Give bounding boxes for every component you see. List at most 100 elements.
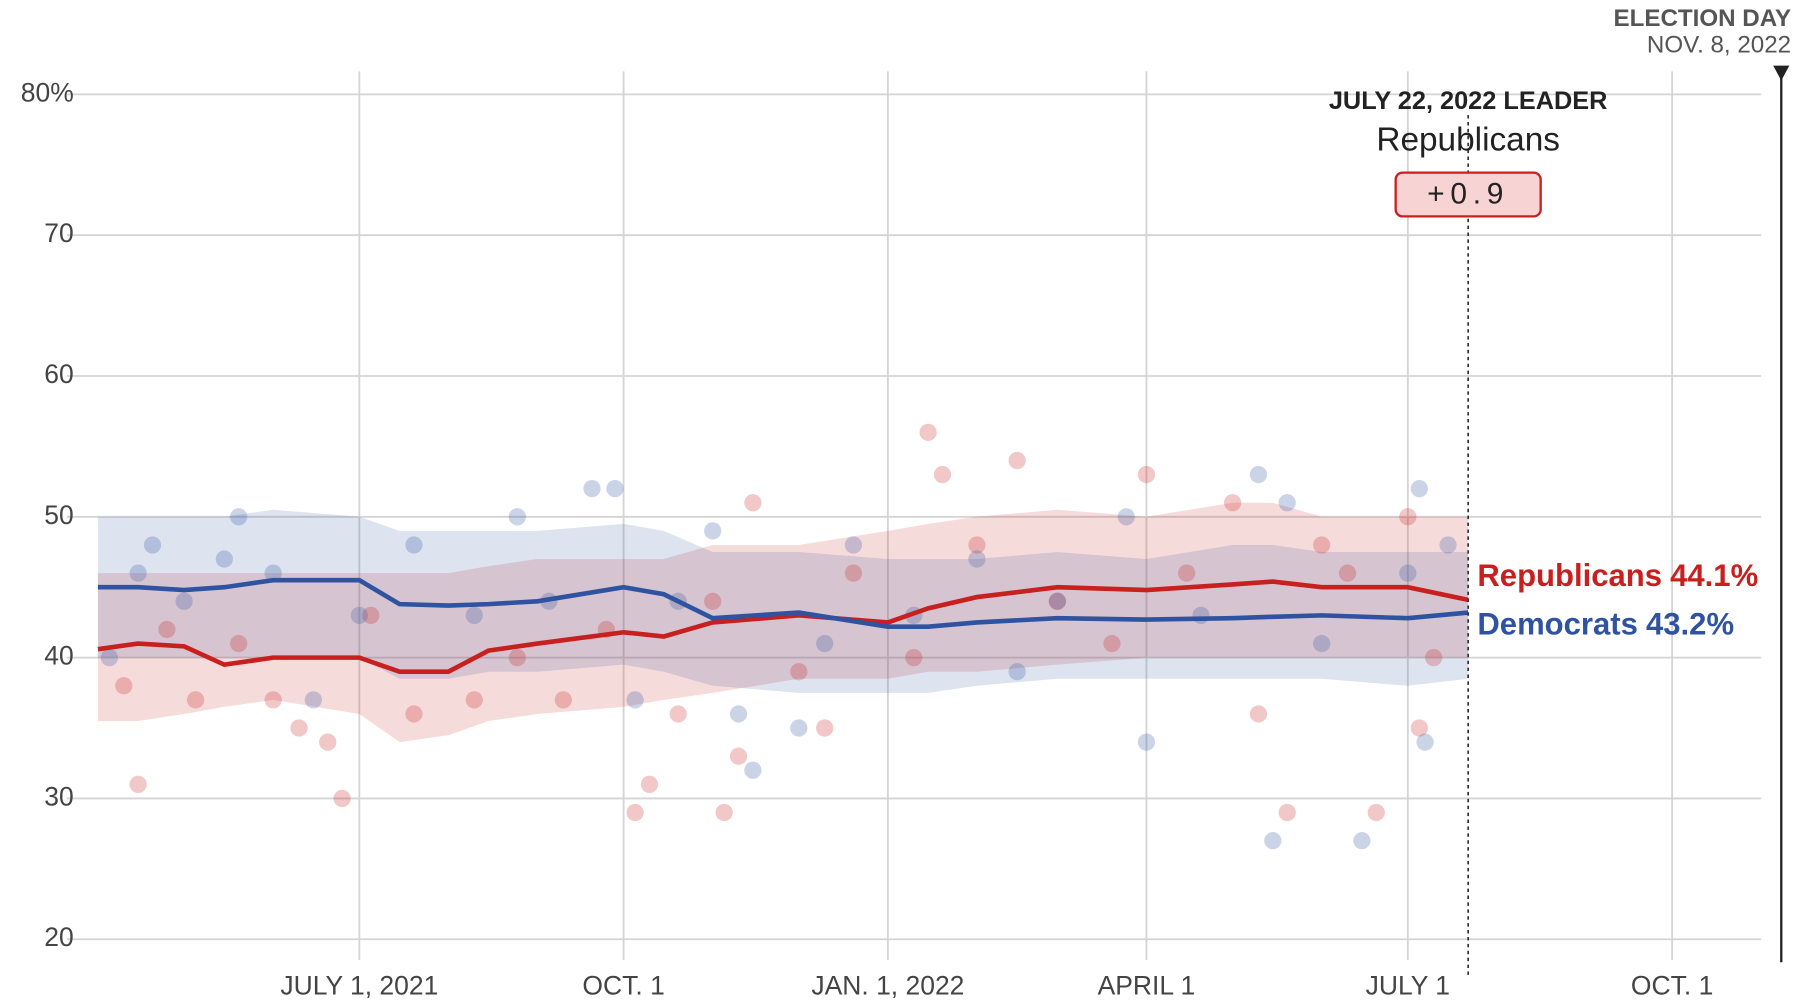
poll-dot: [919, 423, 937, 441]
poll-dot: [465, 691, 483, 709]
poll-dot: [606, 480, 624, 498]
poll-dot: [715, 803, 733, 822]
poll-dot: [304, 691, 323, 709]
poll-dot: [1048, 592, 1067, 610]
poll-dot: [1137, 733, 1156, 751]
series-end-value: 43.2%: [1646, 607, 1734, 642]
poll-dot: [704, 592, 722, 610]
poll-dot: [405, 536, 423, 554]
poll-dot: [1103, 634, 1121, 653]
poll-dot: [1117, 508, 1135, 526]
poll-dot: [1192, 606, 1210, 625]
poll-dot: [1416, 733, 1434, 751]
leader-heading: JULY 22, 2022 LEADER: [1329, 87, 1608, 115]
x-tick-label: OCT. 1: [1631, 971, 1713, 1001]
poll-dot: [1137, 465, 1156, 484]
bands: [97, 502, 1469, 743]
end-label: Democrats 43.2%: [1477, 607, 1734, 642]
poll-dot: [264, 564, 282, 582]
poll-dot: [1410, 719, 1428, 737]
poll-dot: [186, 691, 205, 709]
poll-dot: [158, 620, 176, 639]
poll-dot: [583, 480, 601, 498]
x-tick-label: APRIL 1: [1098, 971, 1196, 1001]
poll-dot: [844, 564, 863, 582]
series-name: Democrats: [1477, 607, 1638, 642]
x-tick-label: OCT. 1: [582, 971, 664, 1001]
poll-dot: [230, 634, 248, 653]
poll-dot: [1249, 465, 1268, 484]
poll-dot: [729, 747, 748, 765]
poll-dot: [508, 648, 526, 667]
poll-dot: [319, 733, 337, 751]
poll-dot: [405, 705, 423, 723]
leader-margin: +0.9: [1427, 178, 1509, 211]
election-date: NOV. 8, 2022: [1647, 31, 1791, 58]
poll-dot: [1399, 508, 1417, 526]
x-tick-label: JULY 1: [1366, 971, 1450, 1001]
poll-dot: [626, 803, 644, 822]
poll-dot: [1178, 564, 1196, 582]
poll-dot: [729, 705, 748, 723]
poll-dot: [1008, 451, 1026, 470]
poll-dot: [704, 522, 722, 540]
poll-dot: [1410, 480, 1428, 498]
poll-dot: [215, 550, 233, 568]
poll-dot: [968, 536, 986, 554]
poll-dot: [844, 536, 863, 554]
lines: [97, 577, 1469, 675]
poll-dot: [744, 494, 762, 512]
poll-dot: [333, 789, 351, 808]
poll-dot: [350, 606, 368, 625]
leader-box: [1394, 171, 1542, 218]
poll-dot: [554, 691, 572, 709]
poll-dot: [1264, 832, 1282, 850]
poll-dot: [508, 508, 526, 526]
poll-dot: [790, 663, 808, 681]
poll-dot: [968, 550, 986, 568]
y-tick-label: 20: [44, 922, 73, 952]
poll-dot: [790, 719, 808, 737]
series-end-value: 44.1%: [1670, 558, 1758, 593]
poll-dot: [1439, 536, 1457, 554]
poll-dot: [143, 536, 162, 554]
poll-dot: [1278, 803, 1296, 822]
end-label: Republicans 44.1%: [1477, 558, 1758, 593]
poll-dot: [1048, 592, 1067, 610]
y-tick-label: 40: [44, 641, 73, 671]
y-tick-label: 60: [44, 359, 73, 389]
poll-dot: [1249, 705, 1268, 723]
leader-name: Republicans: [1376, 121, 1560, 158]
poll-dot: [1313, 536, 1331, 554]
poll-dot: [129, 564, 147, 582]
poll-dot: [175, 592, 193, 610]
poll-dot: [1338, 564, 1357, 582]
poll-dot: [290, 719, 308, 737]
poll-dot: [1223, 494, 1242, 512]
y-tick-label: 80%: [21, 77, 74, 107]
labels: 20 30 40 50 60 70 80% JULY 1, 2021 OCT. 1 JAN. 1,…: [21, 5, 1791, 1001]
election-heading: ELECTION DAY: [1613, 5, 1791, 32]
poll-dot: [230, 508, 248, 526]
poll-dot: [129, 775, 147, 793]
poll-dot: [816, 719, 834, 737]
poll-dot: [100, 648, 119, 667]
x-tick-label: JAN. 1, 2022: [811, 971, 964, 1001]
x-tick-label: JULY 1, 2021: [280, 971, 438, 1001]
poll-dot: [905, 648, 923, 667]
band: [97, 502, 1469, 743]
average-line: [97, 577, 1469, 629]
poll-dot: [1399, 564, 1417, 582]
poll-dot: [816, 634, 834, 653]
poll-dot: [1425, 648, 1443, 667]
y-tick-label: 70: [44, 218, 73, 248]
poll-dot: [362, 606, 380, 625]
poll-dot: [1353, 832, 1371, 850]
average-line: [97, 579, 1469, 675]
y-tick-label: 50: [44, 500, 73, 530]
y-tick-label: 30: [44, 781, 73, 811]
poll-dot: [115, 677, 133, 695]
poll-dot: [1278, 494, 1296, 512]
poll-dot: [264, 691, 282, 709]
